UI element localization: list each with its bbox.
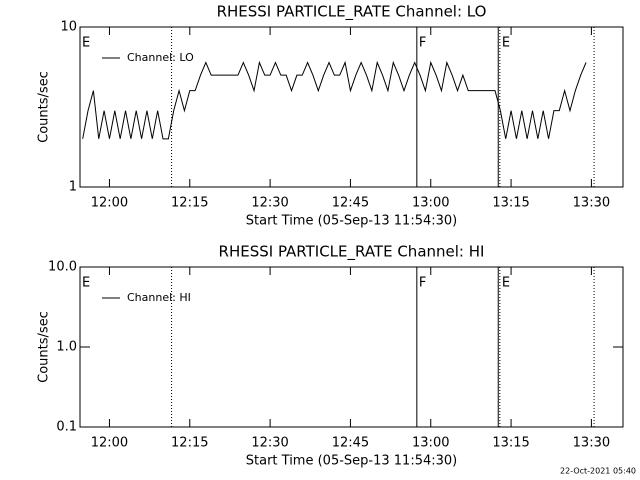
x-axis-label: Start Time (05-Sep-13 11:54:30) [246, 454, 457, 469]
plot-frame [79, 26, 624, 188]
x-tick-label: 12:30 [251, 436, 288, 451]
x-tick-label: 12:15 [171, 196, 208, 211]
flag-label: F [419, 36, 426, 51]
flag-label: E [502, 36, 510, 51]
x-tick-label: 13:00 [412, 196, 449, 211]
legend-label: Channel: HI [127, 291, 191, 304]
data-line [82, 60, 587, 140]
y-tick-label: 1.0 [56, 340, 77, 355]
x-tick-label: 12:45 [332, 196, 369, 211]
flag-label: F [419, 276, 426, 291]
x-tick-label: 12:00 [91, 196, 128, 211]
y-tick-label: 10.0 [48, 260, 77, 275]
y-axis-label: Counts/sec [37, 71, 52, 143]
y-axis-label: Counts/sec [37, 311, 52, 383]
x-axis-label: Start Time (05-Sep-13 11:54:30) [246, 214, 457, 229]
x-tick-label: 13:30 [573, 436, 610, 451]
x-tick-label: 13:00 [412, 436, 449, 451]
x-tick-label: 12:45 [332, 436, 369, 451]
flag-label: E [502, 276, 510, 291]
chart-title: RHESSI PARTICLE_RATE Channel: LO [217, 3, 487, 22]
chart-title: RHESSI PARTICLE_RATE Channel: HI [219, 243, 485, 262]
x-tick-label: 12:00 [91, 436, 128, 451]
flag-label: E [82, 276, 90, 291]
y-tick-label: 1 [69, 180, 77, 195]
x-tick-label: 12:30 [251, 196, 288, 211]
x-tick-label: 13:15 [492, 196, 529, 211]
footer: 22-Oct-2021 05:40 [560, 467, 636, 476]
y-tick-label: 10 [60, 20, 77, 35]
x-tick-label: 12:15 [171, 436, 208, 451]
flag-label: E [82, 36, 90, 51]
y-tick-label: 0.1 [56, 420, 77, 435]
x-tick-label: 13:30 [573, 196, 610, 211]
x-tick-label: 13:15 [492, 436, 529, 451]
legend-label: Channel: LO [127, 51, 194, 64]
